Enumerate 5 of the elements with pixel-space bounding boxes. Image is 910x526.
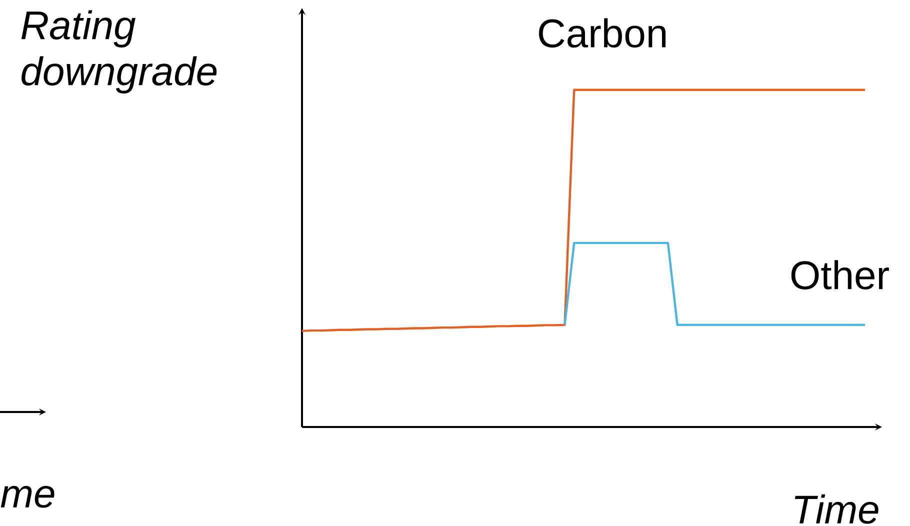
x-axis-title: Time [794,494,878,524]
series-label: Other [791,260,889,290]
y-axis-title: Rating downgrade [21,10,217,94]
series-label: Carbon [539,18,666,48]
text: me [0,486,54,508]
